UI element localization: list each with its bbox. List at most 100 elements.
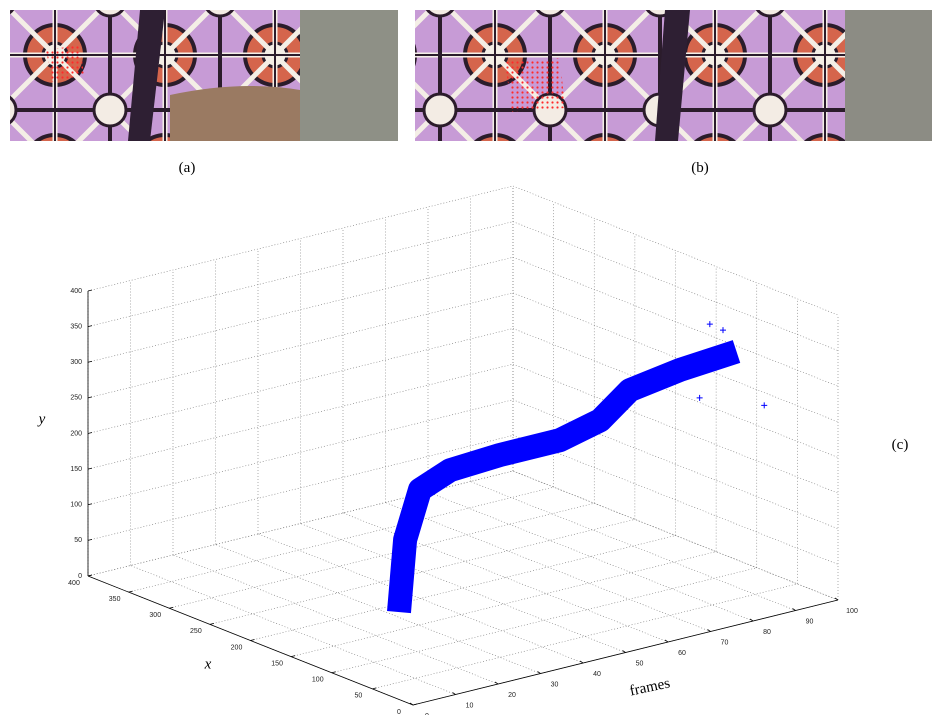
tick-mark: [834, 597, 839, 601]
tick-mark: [169, 606, 174, 609]
photo-a: [10, 10, 398, 141]
frames-tick-label: 100: [846, 608, 858, 615]
photo-b: [415, 10, 932, 141]
grid-line: [331, 567, 757, 674]
tick-mark: [87, 503, 93, 506]
x-tick-label: 100: [312, 677, 324, 684]
frames-tick-label: 80: [763, 629, 771, 636]
frames-tick-label: 30: [551, 681, 559, 688]
grid-line: [512, 399, 839, 530]
tick-mark: [291, 655, 296, 658]
grid-line: [512, 470, 839, 601]
tick-mark: [749, 618, 754, 622]
y-tick-label: 200: [70, 430, 82, 437]
grid-line: [87, 363, 514, 470]
caption: (c): [892, 437, 909, 453]
tick-mark: [87, 538, 93, 541]
grid-line: [87, 185, 514, 292]
y-tick-label: 50: [74, 537, 82, 544]
grid-line: [291, 551, 717, 657]
grid-line: [300, 523, 626, 653]
frames-axis-label: frames: [628, 675, 671, 699]
outlier-point: [761, 402, 768, 409]
tick-mark: [331, 671, 336, 674]
tick-mark: [87, 432, 93, 434]
grid-line: [87, 470, 514, 577]
y-tick-label: 350: [70, 323, 82, 330]
frames-tick-label: 70: [721, 639, 729, 646]
tick-mark: [707, 629, 711, 632]
trajectory: [387, 340, 741, 614]
grid-line: [128, 486, 554, 593]
x-tick-label: 50: [354, 693, 362, 700]
grid-line: [470, 481, 796, 611]
grid-line: [512, 363, 839, 494]
caption: (a): [179, 160, 196, 176]
outlier-point: [696, 394, 703, 401]
tick-mark: [494, 681, 499, 685]
tick-mark: [87, 467, 93, 470]
x-tick-label: 400: [68, 580, 80, 587]
tick-mark: [622, 650, 626, 653]
y-tick-label: 300: [70, 359, 82, 366]
grid-line: [209, 519, 635, 625]
grid-line: [169, 502, 595, 609]
tick-mark: [87, 574, 93, 577]
outlier-point: [720, 327, 726, 334]
tick-mark: [87, 360, 93, 363]
grid-line: [250, 535, 676, 641]
tick-mark: [87, 289, 93, 292]
frames-tick-label: 90: [806, 618, 814, 625]
frames-tick-label: 60: [678, 650, 686, 657]
grid-line: [512, 435, 839, 565]
frames-tick-label: 0: [425, 713, 429, 715]
grid-line: [512, 292, 839, 423]
frames-tick-label: 20: [508, 692, 516, 699]
x-tick-label: 0: [397, 709, 401, 715]
tick-mark: [87, 396, 93, 399]
frames-tick-label: 50: [636, 660, 644, 667]
grid-line: [130, 565, 456, 695]
grid-line: [512, 185, 839, 316]
grid-line: [87, 221, 514, 327]
grid-line: [87, 399, 514, 506]
x-tick-label: 350: [109, 596, 121, 603]
grid-line: [427, 491, 754, 622]
tick-mark: [250, 639, 255, 641]
grid-line: [257, 533, 584, 664]
y-tick-label: 400: [70, 288, 82, 295]
tick-mark: [87, 325, 93, 328]
x-tick-label: 150: [271, 660, 283, 667]
x-tick-label: 300: [149, 612, 161, 619]
tick-mark: [537, 671, 541, 674]
x-tick-label: 250: [190, 628, 202, 635]
tick-mark: [128, 590, 133, 593]
y-tick-label: 150: [70, 466, 82, 473]
grid-line: [87, 256, 514, 363]
grid-line: [87, 292, 514, 399]
tick-mark: [372, 687, 377, 690]
outlier-point: [706, 321, 713, 328]
tick-mark: [412, 703, 418, 706]
y-tick-label: 0: [78, 573, 82, 580]
grid-line: [512, 256, 839, 387]
y-axis-label: y: [37, 411, 46, 427]
grid-line: [87, 435, 514, 541]
frames-tick-label: 40: [593, 671, 601, 678]
grid-line: [512, 221, 839, 351]
frames-tick-label: 10: [466, 702, 474, 709]
grid-line: [372, 583, 798, 690]
y-tick-label: 250: [70, 395, 82, 402]
tick-mark: [579, 660, 584, 664]
x-tick-label: 200: [231, 644, 243, 651]
grid-line: [87, 328, 514, 434]
grid-line: [215, 544, 541, 674]
tick-mark: [792, 608, 796, 611]
tick-mark: [452, 692, 456, 695]
caption: (b): [691, 160, 709, 176]
grid-line: [512, 328, 839, 458]
y-tick-label: 100: [70, 502, 82, 509]
tick-mark: [209, 622, 214, 625]
